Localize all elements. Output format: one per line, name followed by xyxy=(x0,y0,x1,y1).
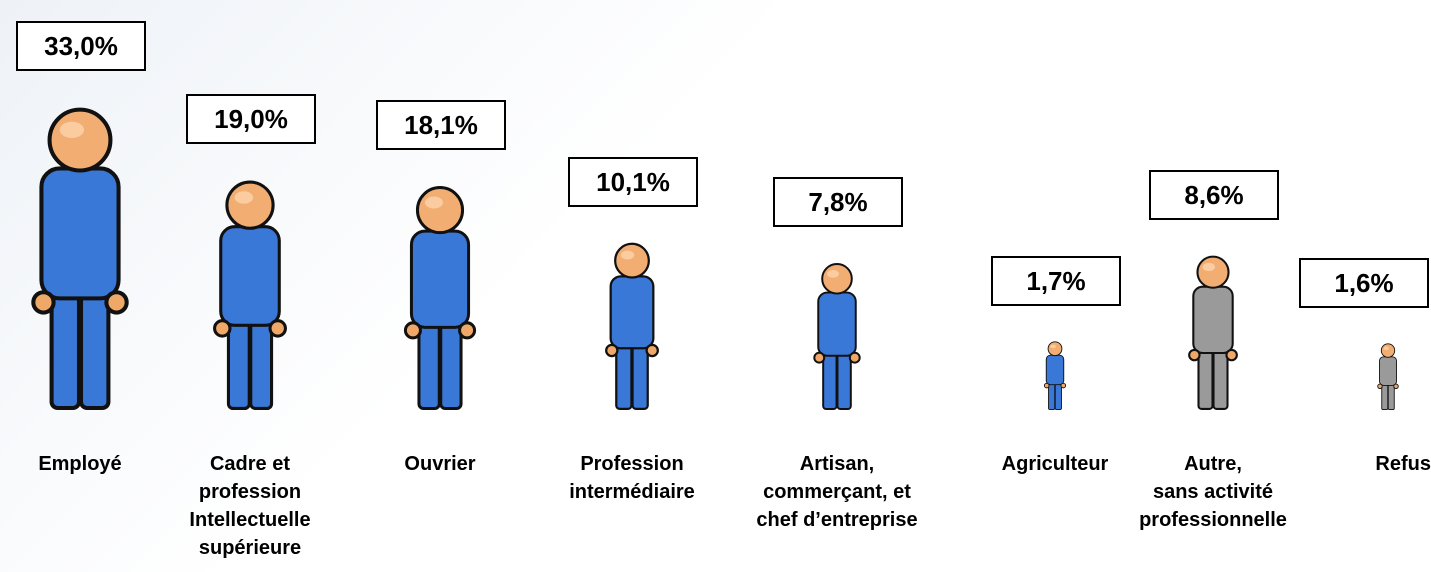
head-highlight xyxy=(1050,345,1056,349)
person xyxy=(1378,344,1399,410)
person xyxy=(606,244,658,409)
head-highlight xyxy=(235,191,253,203)
hand xyxy=(106,292,126,312)
category-label: Cadre et profession Intellectuelle supér… xyxy=(145,450,355,562)
head-highlight xyxy=(1203,263,1215,271)
person xyxy=(1189,257,1237,409)
torso xyxy=(1380,357,1397,386)
value-label: 18,1% xyxy=(376,100,506,150)
head xyxy=(615,244,649,278)
hand xyxy=(33,292,53,312)
torso xyxy=(611,276,654,348)
hand xyxy=(850,353,860,363)
hand xyxy=(1394,384,1398,388)
hand xyxy=(1226,350,1236,360)
head xyxy=(822,264,852,294)
hand xyxy=(1378,384,1382,388)
torso xyxy=(818,293,855,356)
hand xyxy=(270,321,285,336)
head xyxy=(227,182,273,228)
head-highlight xyxy=(60,122,84,138)
hand xyxy=(647,345,658,356)
head xyxy=(50,110,111,171)
value-label: 1,7% xyxy=(991,256,1121,306)
hand xyxy=(1061,383,1066,388)
head-highlight xyxy=(621,251,634,260)
person xyxy=(215,182,286,408)
hand xyxy=(1044,383,1049,388)
head xyxy=(1381,344,1394,357)
category-label: Artisan, commerçant, et chef d’entrepris… xyxy=(732,450,942,534)
head-highlight xyxy=(827,270,839,278)
person xyxy=(33,110,126,408)
hand xyxy=(814,353,824,363)
value-label: 33,0% xyxy=(16,21,146,71)
torso xyxy=(221,227,280,326)
head xyxy=(417,188,462,233)
chart: 33,0%Employé19,0%Cadre et profession Int… xyxy=(0,0,1431,572)
torso xyxy=(1193,287,1232,353)
head xyxy=(1048,342,1062,356)
hand xyxy=(460,323,475,338)
head xyxy=(1197,257,1228,288)
value-label: 10,1% xyxy=(568,157,698,207)
torso xyxy=(41,168,118,298)
hand xyxy=(215,321,230,336)
head-highlight xyxy=(425,197,443,209)
hand xyxy=(1189,350,1199,360)
person xyxy=(814,264,859,409)
person xyxy=(405,188,474,409)
torso xyxy=(1046,355,1064,384)
person xyxy=(1044,342,1065,410)
hand xyxy=(405,323,420,338)
category-label: Ouvrier xyxy=(335,450,545,478)
torso xyxy=(411,231,468,327)
head-highlight xyxy=(1384,347,1389,351)
value-label: 8,6% xyxy=(1149,170,1279,220)
category-label: Refus xyxy=(1221,450,1431,478)
category-label: Profession intermédiaire xyxy=(527,450,737,506)
value-label: 7,8% xyxy=(773,177,903,227)
hand xyxy=(606,345,617,356)
value-label: 1,6% xyxy=(1299,258,1429,308)
value-label: 19,0% xyxy=(186,94,316,144)
